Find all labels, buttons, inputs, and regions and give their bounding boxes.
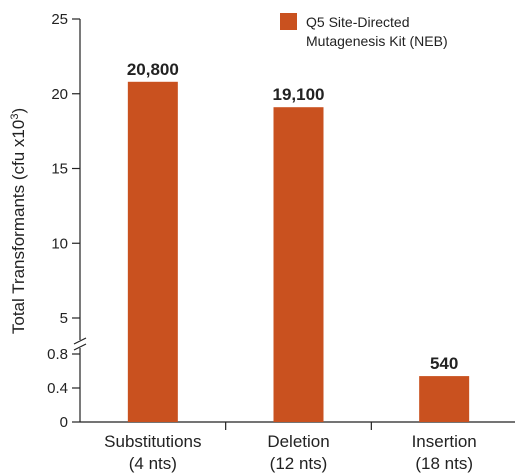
- x-tick-label: (18 nts): [415, 454, 473, 473]
- y-tick-label: 0.8: [47, 346, 68, 363]
- data-label: 540: [430, 354, 458, 373]
- y-tick-label: 10: [51, 235, 68, 252]
- y-axis-break-mark: [73, 337, 87, 345]
- y-tick-label: 0: [60, 414, 68, 431]
- data-label: 19,100: [273, 85, 325, 104]
- bar: [419, 376, 470, 422]
- data-label: 20,800: [127, 60, 179, 79]
- x-tick-label: (4 nts): [129, 454, 177, 473]
- legend-label: Q5 Site-Directed: [306, 14, 409, 30]
- legend: Q5 Site-Directed Mutagenesis Kit (NEB): [280, 13, 448, 49]
- y-axis-title: Total Transformants (cfu x103): [9, 108, 28, 334]
- y-axis-break-mark: [73, 343, 87, 351]
- x-tick-label: Substitutions: [104, 432, 201, 451]
- y-tick-label: 25: [51, 11, 68, 28]
- y-tick-label: 15: [51, 161, 68, 178]
- bar: [273, 107, 324, 422]
- x-tick-label: Deletion: [267, 432, 329, 451]
- x-tick-label: (12 nts): [270, 454, 328, 473]
- y-tick-label: 5: [60, 310, 68, 327]
- bars: [127, 81, 470, 422]
- bar: [127, 81, 178, 422]
- y-tick-label: 20: [51, 86, 68, 103]
- legend-label: Mutagenesis Kit (NEB): [306, 33, 448, 49]
- y-tick-label: 0.4: [47, 380, 68, 397]
- legend-swatch: [280, 13, 297, 30]
- x-tick-label: Insertion: [412, 432, 477, 451]
- chart-labels: 0 0.4 0.8 5 10 15 20 25 Total Transformants (cfu…: [9, 11, 477, 473]
